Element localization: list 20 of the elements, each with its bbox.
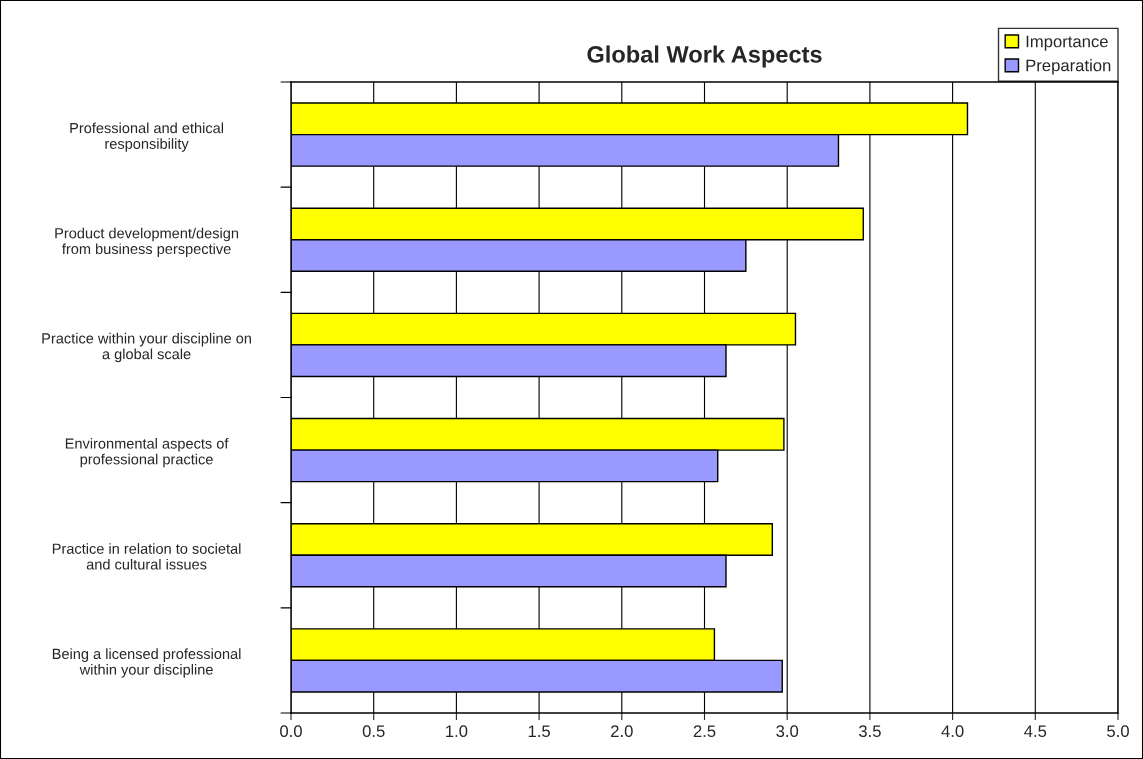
x-tick-label: 3.5	[858, 725, 881, 738]
y-tick-label: Being a licensed professional within your discipline	[52, 648, 241, 678]
x-tick-label: 4.5	[1024, 725, 1047, 738]
y-tick-label: Professional and ethical responsibility	[70, 122, 224, 152]
legend-label: Importance	[1026, 35, 1108, 51]
y-tick-label: Environmental aspects of professional practice	[65, 438, 229, 468]
x-tick-label: 0.5	[362, 725, 385, 738]
y-tick-label: Practice in relation to societal and cultural issues	[52, 543, 241, 570]
chart-title: Global Work Aspects	[587, 45, 822, 68]
x-tick-label: 4.0	[941, 725, 964, 738]
x-tick-label: 5.0	[1107, 725, 1129, 738]
legend-label: Preparation	[1026, 59, 1111, 75]
y-tick-label: Product development/design from business perspective	[55, 227, 239, 257]
x-tick-label: 2.0	[611, 725, 633, 738]
x-tick-label: 1.0	[446, 725, 468, 738]
x-tick-label: 1.5	[528, 725, 550, 738]
x-tick-label: 2.5	[693, 725, 716, 738]
x-tick-label: 0.0	[280, 725, 302, 738]
y-tick-label: Practice within your discipline on a global scale	[42, 332, 251, 363]
x-tick-label: 3.0	[776, 725, 799, 738]
